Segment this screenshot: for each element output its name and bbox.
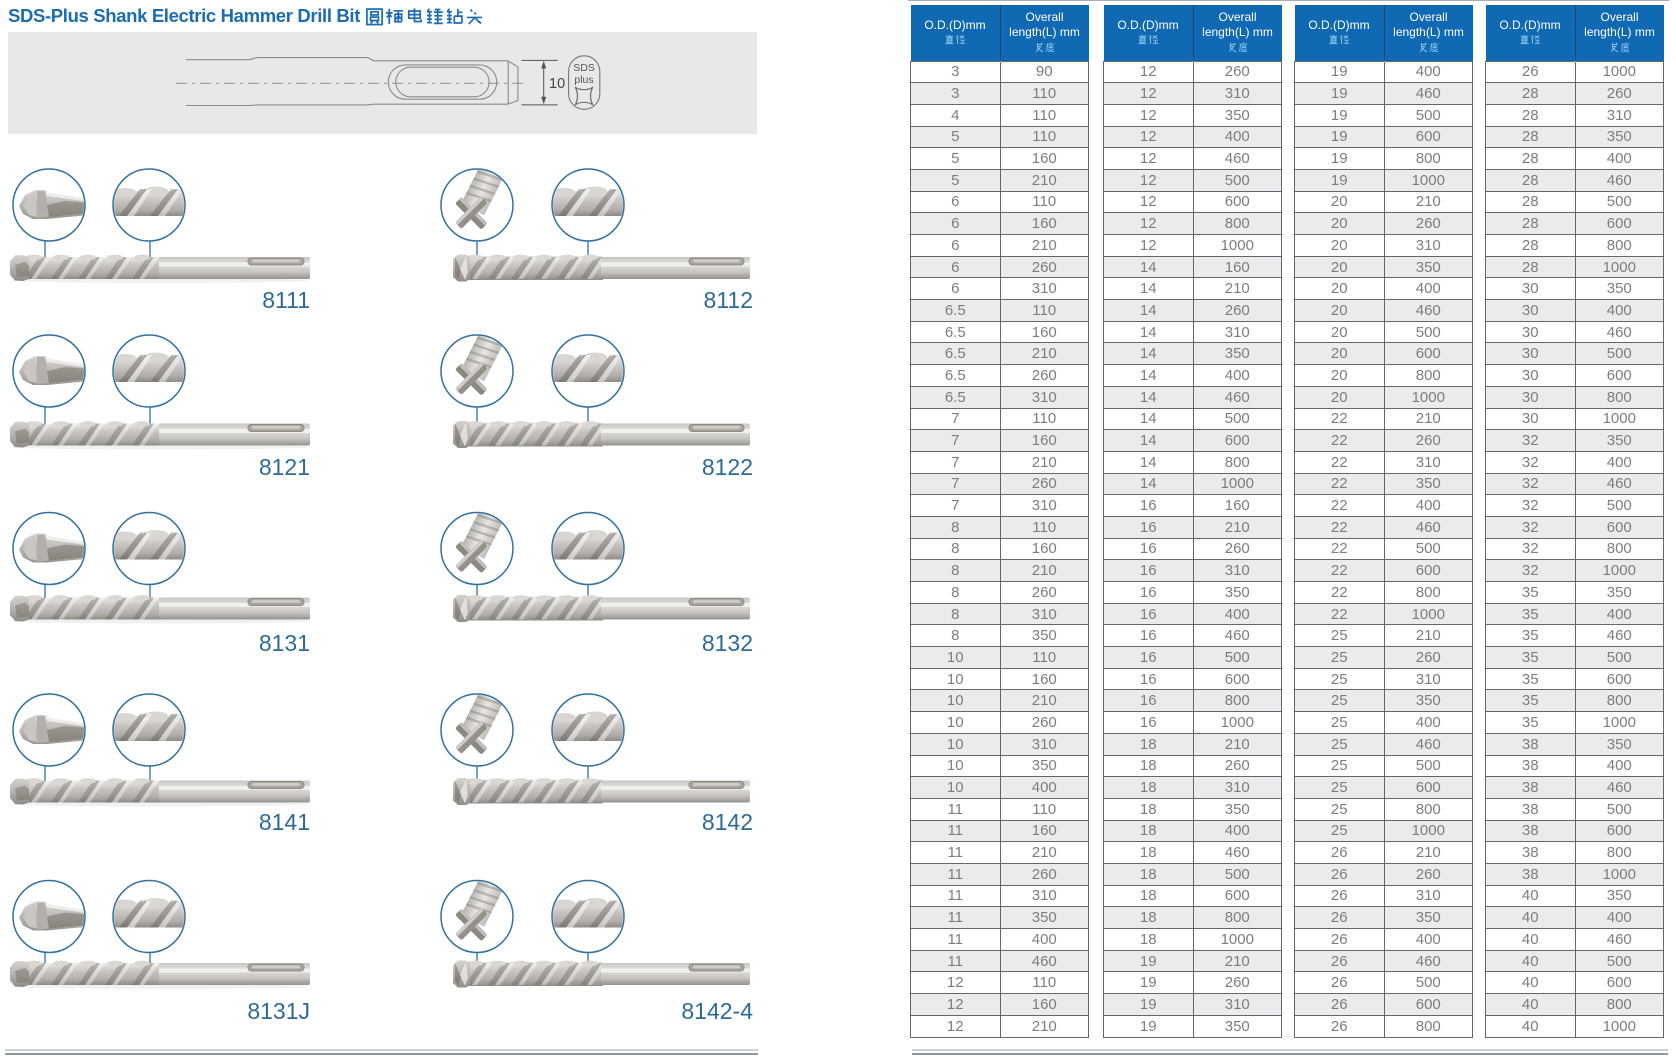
svg-text:8142: 8142: [702, 809, 753, 835]
svg-text:8131J: 8131J: [247, 998, 310, 1024]
svg-text:8112: 8112: [704, 287, 753, 313]
svg-text:8141: 8141: [259, 809, 310, 835]
svg-text:SDS: SDS: [573, 62, 595, 74]
svg-text:8131: 8131: [259, 630, 310, 656]
svg-text:plus: plus: [574, 74, 593, 86]
svg-text:8111: 8111: [262, 287, 310, 313]
svg-text:8142-4: 8142-4: [681, 998, 753, 1024]
svg-text:8121: 8121: [259, 454, 310, 480]
svg-text:10: 10: [549, 76, 565, 92]
svg-text:8122: 8122: [702, 454, 753, 480]
svg-text:8132: 8132: [702, 630, 753, 656]
